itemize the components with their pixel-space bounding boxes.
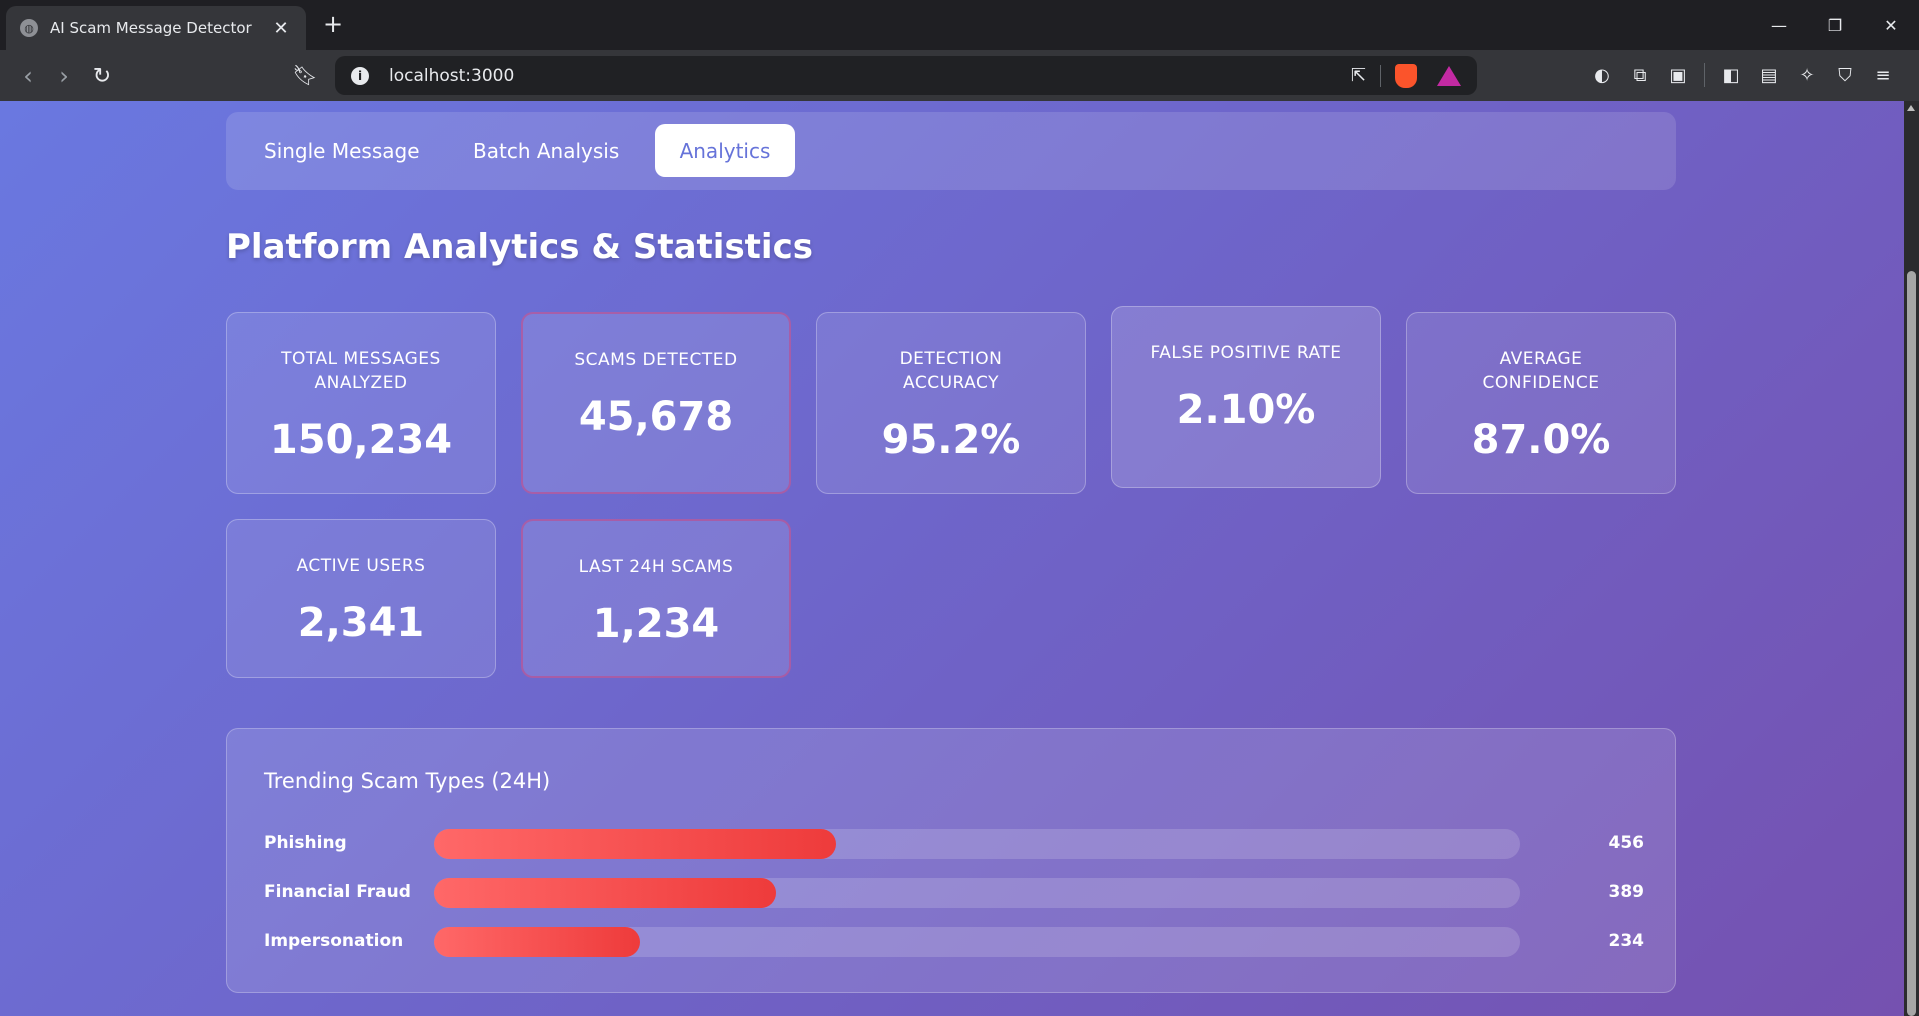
browser-toolbar: ‹ › ↻ 🔖︎ i localhost:3000 ⇱ ◐ ⧉ ▣ ◧ ▤ ✧ … xyxy=(0,50,1919,101)
stat-value: 45,678 xyxy=(578,394,734,440)
minimize-icon[interactable]: — xyxy=(1771,15,1787,35)
reader-mode-icon[interactable]: ▣ xyxy=(1669,64,1687,86)
menu-icon[interactable]: ≡ xyxy=(1875,64,1891,86)
stat-card-detection-accuracy: Detection Accuracy 95.2% xyxy=(816,312,1086,494)
vpn-icon[interactable]: ◐ xyxy=(1594,64,1610,86)
stat-label: False Positive Rate xyxy=(1150,343,1342,363)
window-controls: — ❐ ✕ xyxy=(1751,0,1919,50)
trend-row-phishing: Phishing 456 xyxy=(264,829,1644,859)
page-scrollbar[interactable] xyxy=(1904,101,1919,1016)
trend-count: 389 xyxy=(1608,882,1645,902)
stat-card-total-messages: Total Messages Analyzed 150,234 xyxy=(226,312,496,494)
stat-value: 1,234 xyxy=(592,601,720,647)
trend-bar-track xyxy=(434,829,1520,859)
stat-label: Detection Accuracy xyxy=(899,349,1003,393)
url-text[interactable]: localhost:3000 xyxy=(389,65,515,86)
tab-batch-analysis[interactable]: Batch Analysis xyxy=(473,138,620,163)
new-tab-button[interactable]: + xyxy=(322,10,344,38)
trend-bar-track xyxy=(434,878,1520,908)
tab-title: AI Scam Message Detector xyxy=(50,19,252,37)
close-tab-icon[interactable]: ✕ xyxy=(273,17,289,39)
stat-label: Total Messages Analyzed xyxy=(281,349,441,393)
trend-bar-fill xyxy=(434,927,641,957)
tab-analytics[interactable]: Analytics xyxy=(655,124,795,177)
trend-count: 234 xyxy=(1608,931,1645,951)
stat-card-false-positive-rate: False Positive Rate 2.10% xyxy=(1111,306,1381,488)
trend-bar-track xyxy=(434,927,1520,957)
restore-icon[interactable]: ❐ xyxy=(1827,15,1843,35)
trend-bar-fill xyxy=(434,829,836,859)
stat-label: Average Confidence xyxy=(1482,349,1600,393)
brave-rewards-icon[interactable] xyxy=(1437,65,1461,86)
stat-value: 2,341 xyxy=(297,600,425,646)
mode-tabs: Single Message Batch Analysis Analytics xyxy=(226,112,1676,190)
scroll-thumb[interactable] xyxy=(1907,271,1916,1016)
omnibox-separator xyxy=(1380,64,1381,87)
trend-bar-fill xyxy=(434,878,777,908)
browser-titlebar: ◍ AI Scam Message Detector ✕ + — ❐ ✕ xyxy=(0,0,1919,50)
stat-value: 150,234 xyxy=(269,417,453,463)
shield-icon[interactable]: ⛉ xyxy=(1838,64,1852,86)
page-content: Single Message Batch Analysis Analytics … xyxy=(0,101,1904,1016)
toolbar-separator xyxy=(1704,63,1705,87)
bookmark-icon[interactable]: 🔖︎ xyxy=(292,63,318,87)
stat-value: 95.2% xyxy=(881,417,1021,463)
stat-value: 2.10% xyxy=(1176,387,1316,433)
stat-value: 87.0% xyxy=(1471,417,1611,463)
trending-title: Trending Scam Types (24H) xyxy=(264,769,551,793)
sidebar-icon[interactable]: ◧ xyxy=(1722,64,1740,86)
window-close-icon[interactable]: ✕ xyxy=(1884,15,1898,35)
stat-card-last-24h-scams: Last 24H Scams 1,234 xyxy=(521,519,791,678)
extension-icons: ◐ ⧉ ▣ ◧ ▤ ✧ ⛉ ≡ xyxy=(1590,63,1895,87)
brave-shields-icon[interactable] xyxy=(1395,63,1417,88)
extensions-icon[interactable]: ⧉ xyxy=(1633,64,1647,86)
share-icon[interactable]: ⇱ xyxy=(1350,65,1366,86)
stat-label: Scams Detected xyxy=(574,350,738,370)
stat-card-active-users: Active Users 2,341 xyxy=(226,519,496,678)
scroll-up-icon[interactable] xyxy=(1907,105,1915,111)
stat-card-average-confidence: Average Confidence 87.0% xyxy=(1406,312,1676,494)
trend-name: Impersonation xyxy=(264,931,404,951)
address-bar[interactable]: i localhost:3000 ⇱ xyxy=(335,56,1477,95)
globe-icon: ◍ xyxy=(20,19,38,37)
stat-card-scams-detected: Scams Detected 45,678 xyxy=(521,312,791,494)
reload-icon[interactable]: ↻ xyxy=(92,63,112,89)
site-info-icon[interactable]: i xyxy=(351,66,369,85)
trending-scam-types-panel: Trending Scam Types (24H) Phishing 456 F… xyxy=(226,728,1676,993)
trend-row-impersonation: Impersonation 234 xyxy=(264,927,1644,957)
trend-name: Phishing xyxy=(264,833,347,853)
trend-count: 456 xyxy=(1608,833,1645,853)
trend-name: Financial Fraud xyxy=(264,882,411,902)
page-title: Platform Analytics & Statistics xyxy=(226,227,813,267)
tab-single-message[interactable]: Single Message xyxy=(264,138,420,163)
browser-tab[interactable]: ◍ AI Scam Message Detector ✕ xyxy=(6,6,306,50)
back-icon[interactable]: ‹ xyxy=(23,62,33,90)
trend-row-financial-fraud: Financial Fraud 389 xyxy=(264,878,1644,908)
forward-icon[interactable]: › xyxy=(59,62,69,90)
stat-label: Last 24H Scams xyxy=(578,557,734,577)
leo-ai-icon[interactable]: ✧ xyxy=(1799,64,1815,86)
wallet-icon[interactable]: ▤ xyxy=(1760,64,1778,86)
stat-label: Active Users xyxy=(296,556,426,576)
